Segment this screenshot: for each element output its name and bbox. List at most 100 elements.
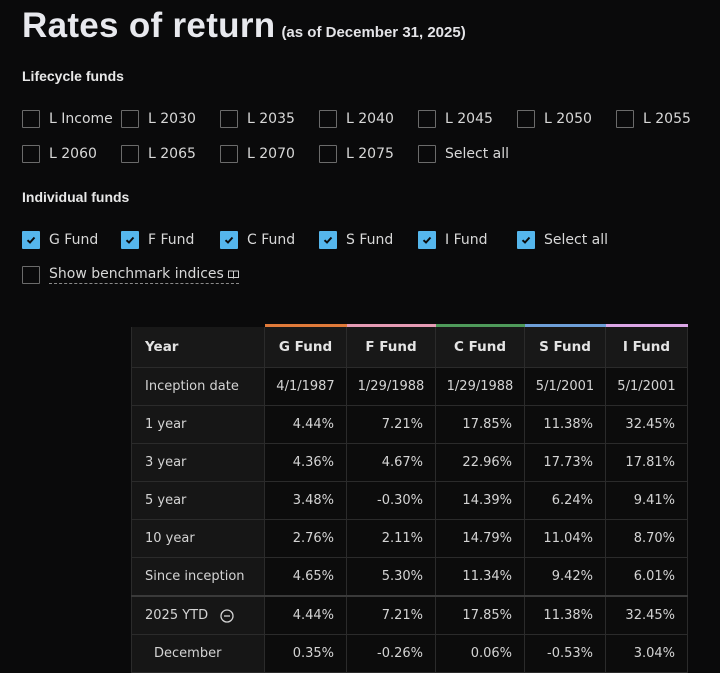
checkbox-box[interactable]: [517, 110, 535, 128]
table-row-ytd: 2025 YTD 4.44% 7.21% 17.85% 11.38% 32.45…: [131, 595, 688, 635]
cell-value: 11.38%: [524, 405, 606, 444]
checkbox-l-2070[interactable]: L 2070: [220, 143, 295, 165]
cell-value: 17.73%: [524, 443, 606, 482]
table-row: 10 year 2.76% 2.11% 14.79% 11.04% 8.70%: [131, 519, 688, 558]
checkbox-label: L 2065: [148, 146, 196, 162]
checkbox-box[interactable]: [121, 145, 139, 163]
checkbox-box[interactable]: [418, 145, 436, 163]
individual-funds-heading: Individual funds: [22, 189, 130, 205]
checkbox-l-2040[interactable]: L 2040: [319, 108, 394, 130]
checkbox-l-2030[interactable]: L 2030: [121, 108, 196, 130]
row-label: Inception date: [131, 367, 265, 406]
rates-of-return-table-container: Year G Fund F Fund C Fund S Fund I Fund …: [131, 324, 688, 673]
cell-value: 6.01%: [605, 557, 688, 597]
row-label-text: 2025 YTD: [145, 608, 209, 623]
cell-value: 7.21%: [346, 405, 436, 444]
header-f-fund: F Fund: [346, 324, 436, 368]
cell-value: 14.39%: [435, 481, 525, 520]
checkmark-icon: [422, 236, 432, 244]
benchmark-label[interactable]: Show benchmark indices: [49, 266, 239, 284]
checkbox-l-2075[interactable]: L 2075: [319, 143, 394, 165]
checkbox-individual-select-all[interactable]: Select all: [517, 229, 608, 251]
checkbox-box[interactable]: [22, 266, 40, 284]
cell-value: 3.48%: [264, 481, 347, 520]
checkbox-i-fund[interactable]: I Fund: [418, 229, 488, 251]
cell-value: 4.67%: [346, 443, 436, 482]
row-label: December: [131, 634, 265, 673]
cell-value: -0.53%: [524, 634, 606, 673]
cell-value: 17.81%: [605, 443, 688, 482]
checkbox-box[interactable]: [220, 110, 238, 128]
cell-value: 4.36%: [264, 443, 347, 482]
checkbox-label: L 2050: [544, 111, 592, 127]
checkbox-label: Select all: [544, 232, 608, 248]
checkbox-box[interactable]: [418, 231, 436, 249]
row-label: 3 year: [131, 443, 265, 482]
checkmark-icon: [521, 236, 531, 244]
header-year: Year: [131, 324, 265, 368]
checkbox-lifecycle-select-all[interactable]: Select all: [418, 143, 509, 165]
checkbox-g-fund[interactable]: G Fund: [22, 229, 98, 251]
checkbox-box[interactable]: [319, 110, 337, 128]
table-row: Inception date 4/1/1987 1/29/1988 1/29/1…: [131, 367, 688, 406]
cell-value: 3.04%: [605, 634, 688, 673]
checkbox-l-2060[interactable]: L 2060: [22, 143, 97, 165]
cell-value: 14.79%: [435, 519, 525, 558]
checkbox-show-benchmark-indices[interactable]: Show benchmark indices: [22, 264, 239, 286]
cell-value: 1/29/1988: [435, 367, 525, 406]
checkbox-l-2065[interactable]: L 2065: [121, 143, 196, 165]
cell-value: 2.76%: [264, 519, 347, 558]
checkbox-l-2035[interactable]: L 2035: [220, 108, 295, 130]
cell-value: -0.30%: [346, 481, 436, 520]
checkbox-box[interactable]: [319, 145, 337, 163]
cell-value: 0.35%: [264, 634, 347, 673]
cell-value: 11.38%: [524, 595, 606, 635]
checkbox-box[interactable]: [517, 231, 535, 249]
checkbox-label: C Fund: [247, 232, 296, 248]
checkbox-box[interactable]: [220, 231, 238, 249]
checkmark-icon: [224, 236, 234, 244]
cell-value: 1/29/1988: [346, 367, 436, 406]
checkbox-l-2045[interactable]: L 2045: [418, 108, 493, 130]
row-label: 5 year: [131, 481, 265, 520]
checkbox-box[interactable]: [22, 231, 40, 249]
header-i-fund: I Fund: [605, 324, 688, 368]
cell-value: 7.21%: [346, 595, 436, 635]
collapse-minus-icon[interactable]: [220, 608, 234, 623]
cell-value: 5/1/2001: [605, 367, 688, 406]
checkbox-box[interactable]: [121, 231, 139, 249]
checkbox-label: F Fund: [148, 232, 195, 248]
page-header: Rates of return (as of December 31, 2025): [22, 6, 466, 46]
checkbox-f-fund[interactable]: F Fund: [121, 229, 194, 251]
checkbox-l-income[interactable]: L Income: [22, 108, 113, 130]
cell-value: 11.34%: [435, 557, 525, 597]
checkbox-label: L 2045: [445, 111, 493, 127]
checkbox-box[interactable]: [121, 110, 139, 128]
page-title: Rates of return: [22, 6, 276, 45]
as-of-date: (as of December 31, 2025): [281, 24, 466, 41]
checkbox-box[interactable]: [418, 110, 436, 128]
header-s-fund: S Fund: [524, 324, 606, 368]
table-row: Since inception 4.65% 5.30% 11.34% 9.42%…: [131, 557, 688, 597]
cell-value: 9.42%: [524, 557, 606, 597]
checkbox-c-fund[interactable]: C Fund: [220, 229, 295, 251]
cell-value: 0.06%: [435, 634, 525, 673]
checkbox-label: L 2075: [346, 146, 394, 162]
row-label-ytd[interactable]: 2025 YTD: [131, 595, 265, 635]
checkbox-box[interactable]: [22, 110, 40, 128]
checkbox-label: L 2070: [247, 146, 295, 162]
checkbox-box[interactable]: [616, 110, 634, 128]
checkbox-s-fund[interactable]: S Fund: [319, 229, 393, 251]
cell-value: 6.24%: [524, 481, 606, 520]
cell-value: 5.30%: [346, 557, 436, 597]
book-icon[interactable]: [227, 270, 239, 279]
cell-value: 9.41%: [605, 481, 688, 520]
checkbox-l-2050[interactable]: L 2050: [517, 108, 592, 130]
checkbox-box[interactable]: [319, 231, 337, 249]
cell-value: 4.44%: [264, 405, 347, 444]
checkbox-box[interactable]: [220, 145, 238, 163]
checkbox-label: L 2030: [148, 111, 196, 127]
checkbox-label: Select all: [445, 146, 509, 162]
checkbox-box[interactable]: [22, 145, 40, 163]
checkbox-l-2055[interactable]: L 2055: [616, 108, 691, 130]
